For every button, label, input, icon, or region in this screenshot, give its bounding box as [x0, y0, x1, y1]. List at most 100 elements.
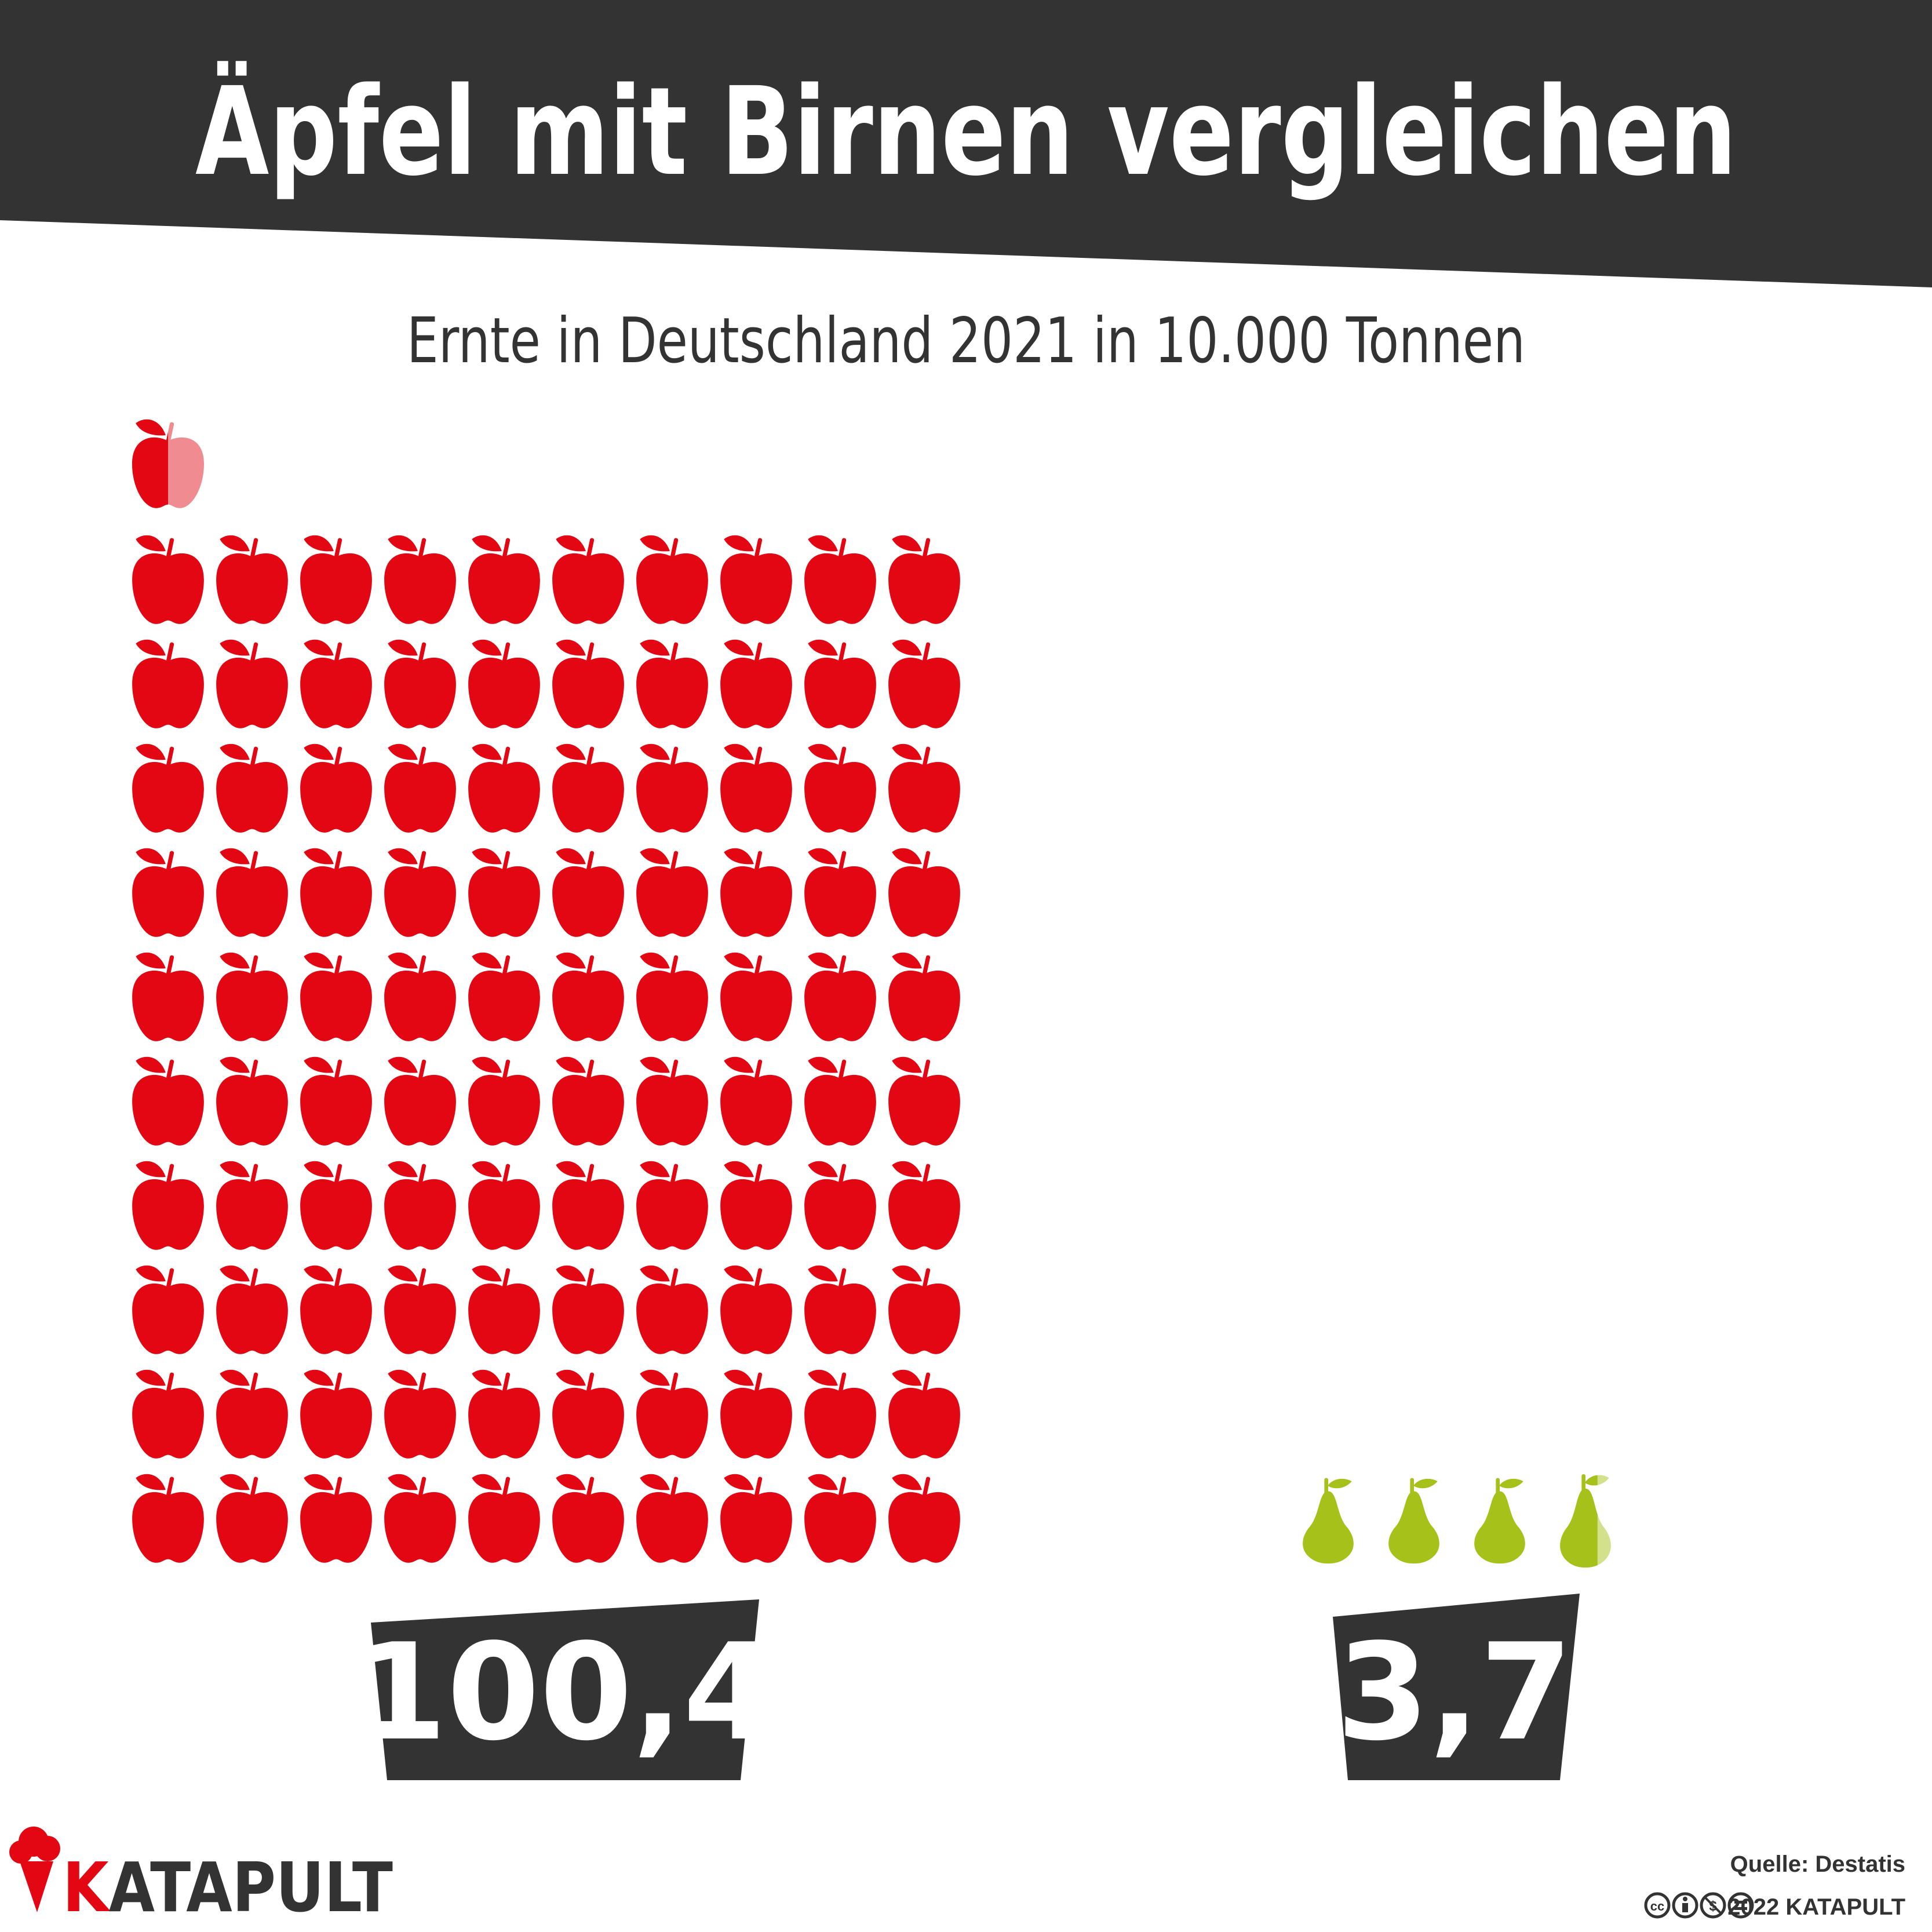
apple-icon [216, 1369, 288, 1459]
apple-icon [636, 1474, 708, 1563]
apple-icon [552, 1265, 624, 1354]
apple-icon [720, 1369, 792, 1459]
pear-icon [1388, 1478, 1439, 1564]
cc-icon: cc [1644, 1892, 1671, 1919]
apple-icon [636, 848, 708, 937]
apple-icon [468, 535, 540, 624]
apple-icon [384, 743, 456, 833]
apple-icon [132, 848, 204, 937]
apple-icon [804, 1056, 876, 1146]
apple-icon [300, 535, 372, 624]
apple-icon [720, 848, 792, 937]
apple-value-box [371, 1599, 759, 1780]
apple-icon [384, 639, 456, 728]
apple-icon [636, 1265, 708, 1354]
katapult-logo: KATAPULT [9, 1827, 393, 1927]
pear-value-box [1333, 1594, 1580, 1780]
apple-icon [720, 1056, 792, 1146]
apple-pictogram [132, 419, 960, 1563]
apple-icon [132, 639, 204, 728]
apple-icon [720, 535, 792, 624]
apple-icon [384, 1474, 456, 1563]
pear-pictogram [1303, 1474, 1611, 1568]
apple-icon [216, 535, 288, 624]
by-icon [1672, 1892, 1698, 1919]
page-title: Äpfel mit Birnen vergleichen [195, 60, 1737, 203]
apple-icon [636, 639, 708, 728]
apple-icon [804, 848, 876, 937]
apple-icon [804, 743, 876, 833]
apple-icon [216, 952, 288, 1041]
apple-icon [804, 952, 876, 1041]
apple-icon [552, 1056, 624, 1146]
apple-icon [888, 1265, 960, 1354]
apple-icon [888, 743, 960, 833]
brand-name: KATAPULT [63, 1847, 393, 1927]
apple-icon [216, 743, 288, 833]
apple-icon [804, 1474, 876, 1563]
apple-icon [384, 1161, 456, 1250]
apple-icon [552, 743, 624, 833]
apple-icon [300, 639, 372, 728]
apple-icon [300, 1161, 372, 1250]
apple-icon [804, 1265, 876, 1354]
apple-icon [132, 1369, 204, 1459]
apple-icon [888, 639, 960, 728]
apple-icon [216, 1056, 288, 1146]
apple-icon [636, 1369, 708, 1459]
svg-text:cc: cc [1650, 1899, 1664, 1913]
nc-icon: $ [1700, 1892, 1726, 1919]
apple-icon [720, 743, 792, 833]
apple-icon [300, 1369, 372, 1459]
apple-icon [888, 1369, 960, 1459]
apple-icon [132, 743, 204, 833]
apple-icon [384, 1056, 456, 1146]
apple-icon [636, 1161, 708, 1250]
apple-icon [216, 1265, 288, 1354]
apple-icon [468, 1265, 540, 1354]
apple-icon [636, 952, 708, 1041]
apple-icon [468, 1369, 540, 1459]
apple-icon [468, 639, 540, 728]
apple-icon [468, 1056, 540, 1146]
apple-icon [888, 1161, 960, 1250]
apple-icon [720, 952, 792, 1041]
apple-icon [384, 535, 456, 624]
apple-icon [552, 1369, 624, 1459]
title-band [0, 0, 1932, 287]
apple-icon [300, 1474, 372, 1563]
pear-icon [1474, 1478, 1525, 1564]
apple-icon [132, 1056, 204, 1146]
apple-icon [300, 1056, 372, 1146]
apple-icon [888, 535, 960, 624]
apple-icon [552, 1161, 624, 1250]
apple-icon [216, 848, 288, 937]
apple-icon [468, 1474, 540, 1563]
copyright-credit: 2022 KATAPULT [1727, 1894, 1905, 1920]
apple-icon [720, 1161, 792, 1250]
apple-icon [888, 1056, 960, 1146]
apple-icon [132, 1474, 204, 1563]
apple-icon [384, 952, 456, 1041]
nd-icon [1727, 1892, 1754, 1919]
apple-icon [468, 743, 540, 833]
pear-icon [1303, 1478, 1354, 1564]
apple-icon [720, 1265, 792, 1354]
apple-icon [132, 952, 204, 1041]
apple-icon [384, 848, 456, 937]
apple-value-label: 100,4 [354, 1616, 776, 1770]
apple-icon [552, 535, 624, 624]
apple-icon [300, 743, 372, 833]
apple-icon-partial [132, 419, 204, 508]
apple-icon [888, 1474, 960, 1563]
apple-icon [132, 535, 204, 624]
apple-icon [132, 1265, 204, 1354]
ice-cream-icon [9, 1827, 60, 1912]
apple-icon [552, 848, 624, 937]
apple-icon [804, 1161, 876, 1250]
apple-icon [300, 848, 372, 937]
apple-icon [300, 952, 372, 1041]
apple-icon [468, 952, 540, 1041]
apple-icon [468, 848, 540, 937]
